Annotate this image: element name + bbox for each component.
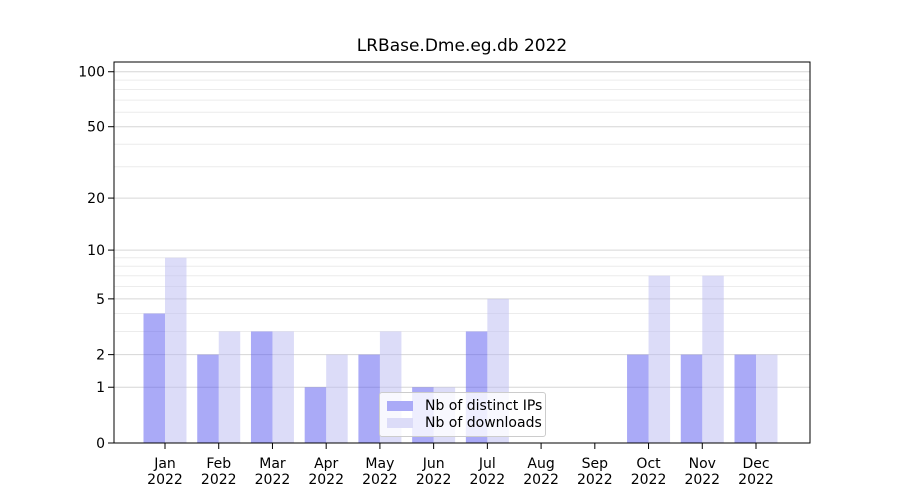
x-tick-label-month: Jul	[478, 456, 496, 472]
bar-ips-may	[358, 354, 380, 443]
legend-entry-downloads: Nb of downloads	[387, 415, 542, 431]
x-tick-label-year: 2022	[631, 472, 667, 488]
x-tick-label-month: May	[365, 456, 394, 472]
x-tick-label-year: 2022	[362, 472, 398, 488]
x-tick-label-month: Aug	[527, 456, 554, 472]
bar-downloads-oct	[648, 275, 671, 443]
y-tick-label: 1	[96, 380, 105, 396]
x-tick-label-year: 2022	[577, 472, 613, 488]
bar-downloads-mar	[272, 331, 294, 443]
y-tick-label: 2	[96, 348, 105, 364]
y-tick-label: 50	[87, 120, 105, 136]
x-tick-label-year: 2022	[147, 472, 183, 488]
chart-title: LRBase.Dme.eg.db 2022	[356, 36, 568, 56]
x-tick-label-month: Jan	[153, 456, 176, 472]
legend-entry-distinct-ips: Nb of distinct IPs	[387, 398, 542, 414]
x-tick-label-year: 2022	[416, 472, 452, 488]
legend-swatch-downloads	[387, 418, 413, 429]
bar-ips-feb	[197, 354, 219, 443]
bar-ips-oct	[627, 354, 649, 443]
bar-downloads-feb	[218, 331, 241, 443]
bar-downloads-apr	[326, 354, 348, 443]
y-tick-label: 10	[87, 243, 105, 259]
x-tick-label-month: Oct	[636, 456, 661, 472]
bar-ips-mar	[250, 331, 273, 443]
x-tick-label-month: Apr	[314, 456, 338, 472]
bar-ips-dec	[734, 354, 756, 443]
y-tick-label: 20	[87, 191, 105, 207]
bar-downloads-dec	[756, 354, 778, 443]
x-tick-label-month: Jun	[422, 456, 445, 472]
bar-downloads-nov	[702, 275, 724, 443]
x-tick-label-year: 2022	[738, 472, 774, 488]
x-tick-label-month: Nov	[689, 456, 716, 472]
bar-ips-apr	[304, 387, 327, 443]
plot-frame	[113, 61, 811, 444]
y-tick-label: 0	[96, 436, 105, 452]
bar-ips-jan	[143, 313, 165, 443]
x-tick-label-year: 2022	[201, 472, 237, 488]
legend-label-distinct-ips: Nb of distinct IPs	[425, 397, 543, 414]
x-tick-label-year: 2022	[684, 472, 720, 488]
y-tick-label: 5	[96, 292, 105, 308]
x-tick-label-month: Feb	[206, 456, 231, 472]
bar-ips-nov	[680, 354, 703, 443]
x-tick-label-year: 2022	[470, 472, 506, 488]
bar-downloads-jan	[165, 257, 187, 443]
x-tick-label-month: Sep	[582, 456, 609, 472]
x-tick-label-year: 2022	[308, 472, 344, 488]
x-tick-label-year: 2022	[523, 472, 559, 488]
x-tick-label-year: 2022	[255, 472, 291, 488]
y-tick-label: 100	[78, 65, 105, 81]
legend: Nb of distinct IPs Nb of downloads	[379, 392, 546, 437]
x-tick-label-month: Dec	[742, 456, 769, 472]
legend-label-downloads: Nb of downloads	[425, 415, 542, 432]
x-tick-label-month: Mar	[259, 456, 286, 472]
legend-swatch-distinct-ips	[387, 400, 413, 411]
